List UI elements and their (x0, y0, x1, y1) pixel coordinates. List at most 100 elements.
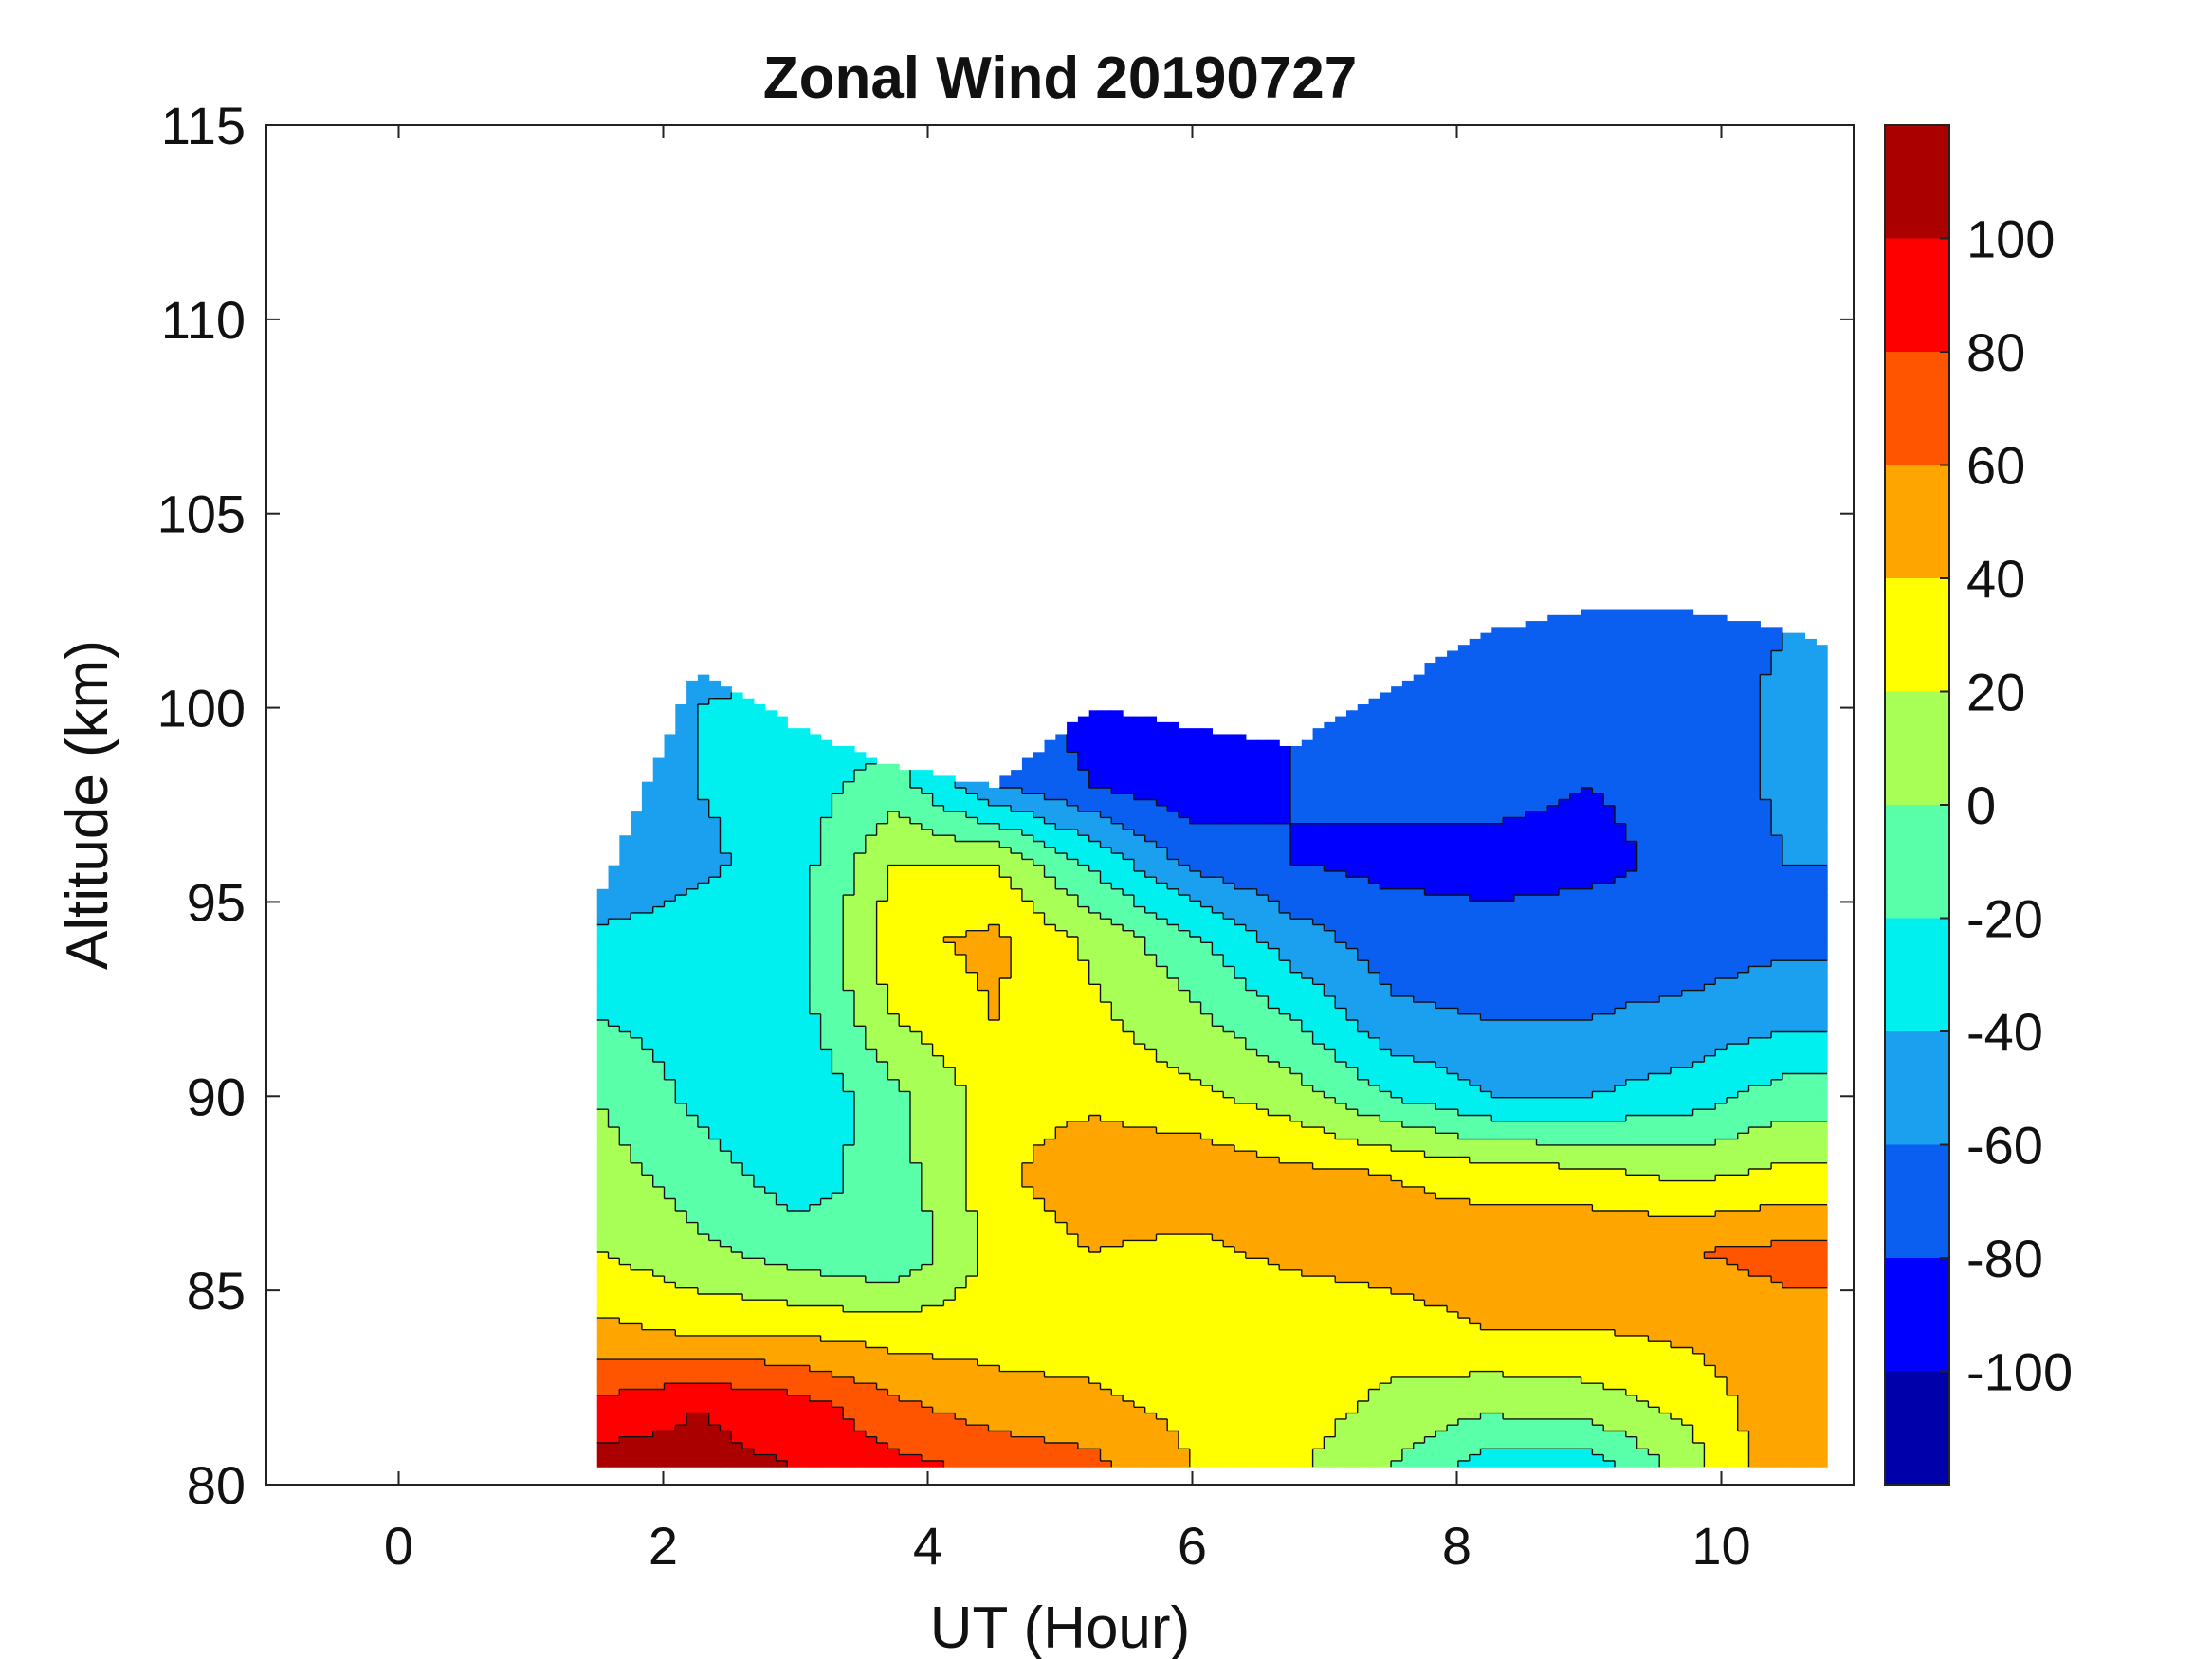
contour-cell (1055, 1431, 1068, 1438)
contour-cell (1368, 1395, 1380, 1402)
contour-cell (1480, 1300, 1492, 1307)
contour-cell (1245, 1293, 1258, 1301)
contour-cell (1457, 1222, 1471, 1230)
contour-cell (1044, 1431, 1056, 1438)
contour-cell (1223, 1371, 1235, 1378)
contour-cell (675, 1425, 687, 1432)
contour-cell (1737, 1293, 1750, 1301)
contour-cell (1234, 1305, 1247, 1313)
contour-cell (1100, 1443, 1112, 1449)
contour-cell (742, 1251, 755, 1259)
contour-cell (1569, 1371, 1582, 1378)
contour-cell (1424, 1211, 1436, 1217)
contour-cell (1179, 1431, 1191, 1438)
contour-cell (641, 1389, 654, 1396)
contour-cell (1268, 1454, 1280, 1462)
contour-cell (1123, 1359, 1135, 1366)
contour-cell (1380, 1282, 1392, 1289)
contour-cell (1144, 1436, 1158, 1444)
contour-cell (809, 1376, 822, 1384)
contour-cell (731, 1258, 743, 1266)
contour-cell (1592, 1305, 1604, 1313)
contour-cell (832, 1449, 844, 1456)
contour-cell (988, 1376, 1000, 1384)
contour-cell (999, 1246, 1012, 1253)
contour-cell (1480, 1413, 1492, 1420)
contour-cell (965, 1282, 978, 1289)
contour-cell (832, 1318, 844, 1324)
contour-cell (787, 1193, 799, 1200)
contour-cell (977, 1258, 990, 1266)
contour-cell (1111, 1228, 1124, 1235)
contour-cell (1771, 1329, 1783, 1337)
contour-cell (1816, 1293, 1828, 1301)
contour-cell (1345, 1365, 1359, 1373)
contour-cell (909, 1318, 923, 1324)
contour-cell (652, 1353, 666, 1360)
contour-cell (1033, 1264, 1046, 1271)
contour-cell (921, 1359, 934, 1366)
contour-cell (1324, 1341, 1336, 1349)
contour-cell (1625, 1395, 1638, 1402)
contour-cell (1234, 1371, 1247, 1378)
contour-cell (865, 1376, 878, 1384)
contour-cell (1726, 1300, 1739, 1307)
contour-cell (1782, 1353, 1795, 1360)
contour-cell (909, 1359, 923, 1366)
contour-cell (708, 1413, 722, 1420)
contour-cell (1324, 1460, 1336, 1468)
contour-cell (1536, 1246, 1548, 1253)
contour-cell (708, 1251, 722, 1259)
contour-cell (1268, 1329, 1280, 1337)
contour-cell (1559, 1431, 1571, 1438)
contour-cell (619, 1318, 631, 1324)
contour-cell (1021, 1449, 1034, 1456)
contour-cell (1234, 1436, 1247, 1444)
contour-cell (1592, 1418, 1604, 1426)
contour-cell (1301, 1443, 1314, 1449)
contour-cell (1067, 1216, 1079, 1224)
contour-cell (1345, 1246, 1359, 1253)
contour-cell (608, 1293, 620, 1301)
contour-cell (1413, 1269, 1426, 1277)
contour-cell (1715, 1365, 1728, 1373)
contour-cell (1726, 1341, 1739, 1349)
contour-cell (641, 1431, 654, 1438)
contour-cell (955, 1425, 967, 1432)
contour-cell (1044, 1395, 1056, 1402)
contour-cell (742, 1329, 755, 1337)
contour-cell (1491, 1407, 1504, 1414)
contour-cell (1503, 1365, 1515, 1373)
contour-cell (1681, 1347, 1694, 1355)
contour-cell (1737, 1407, 1750, 1414)
contour-cell (1670, 1198, 1683, 1206)
contour-cell (977, 1329, 990, 1337)
contour-cell (1391, 1228, 1403, 1235)
contour-cell (1659, 1305, 1672, 1313)
contour-cell (909, 1365, 923, 1373)
contour-cell (1760, 1425, 1772, 1432)
contour-cell (1782, 1359, 1795, 1366)
contour-cell (1491, 1234, 1504, 1242)
contour-cell (1435, 1365, 1448, 1373)
contour-cell (664, 1228, 676, 1235)
contour-cell (1625, 1449, 1638, 1456)
contour-cell (776, 1418, 788, 1426)
contour-cell (641, 1443, 654, 1449)
contour-cell (977, 1300, 990, 1307)
contour-cell (1603, 1240, 1616, 1248)
contour-cell (1592, 1371, 1604, 1378)
contour-cell (899, 1418, 911, 1426)
contour-cell (955, 1431, 967, 1438)
contour-cell (1088, 1365, 1102, 1373)
contour-cell (641, 1460, 654, 1468)
contour-cell (1636, 1293, 1649, 1301)
contour-cell (1547, 1436, 1560, 1444)
contour-cell (909, 1211, 923, 1217)
contour-cell (1603, 1323, 1616, 1331)
contour-cell (1335, 1407, 1347, 1414)
contour-cell (1223, 1240, 1235, 1248)
contour-cell (1469, 1449, 1482, 1456)
contour-cell (843, 1329, 855, 1337)
contour-cell (1144, 1264, 1158, 1271)
